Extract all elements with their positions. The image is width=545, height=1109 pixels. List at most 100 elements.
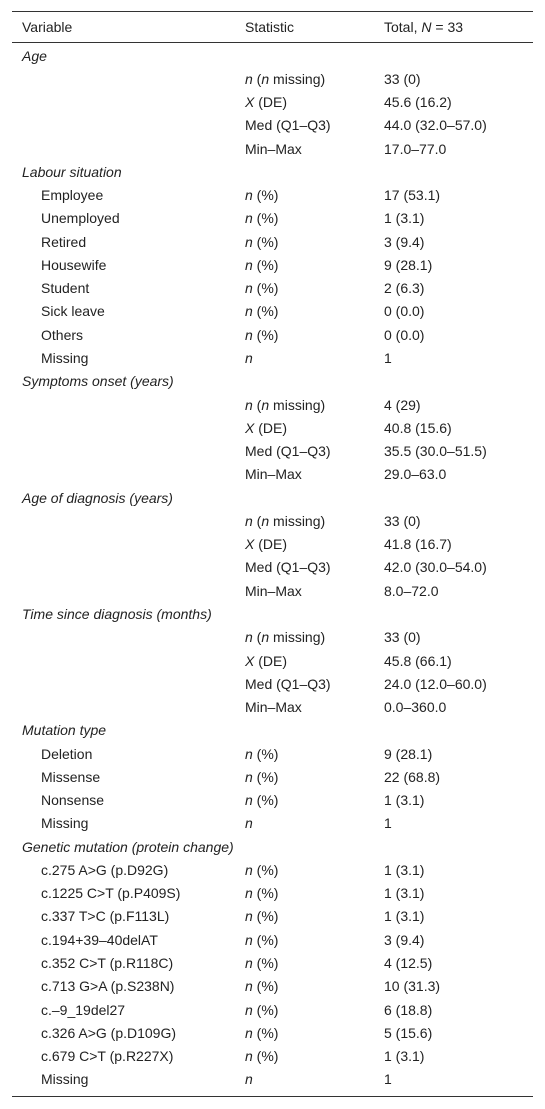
row-label: c.713 G>A (p.S238N) [41,978,175,995]
row-label: Deletion [41,745,93,762]
total: 35.5 (30.0–51.5) [384,443,487,460]
total: 1 (3.1) [384,885,425,902]
total: 1 [384,1071,392,1088]
row-label: c.352 C>T (p.R118C) [41,955,174,972]
row-label: c.275 A>G (p.D92G) [41,861,169,878]
statistic: n (%) [245,792,279,809]
total: 42.0 (30.0–54.0) [384,559,487,576]
statistic: n [245,815,253,832]
statistic: n (%) [245,768,279,785]
statistic: X (DE) [245,536,288,553]
statistic: n (%) [245,908,279,925]
statistic: n (%) [245,1024,279,1041]
top-rule [12,11,533,12]
section-title: Age of diagnosis (years) [22,489,173,506]
statistic: Med (Q1–Q3) [245,559,331,576]
statistic: n (%) [245,931,279,948]
total: 4 (29) [384,396,421,413]
section-title: Labour situation [22,163,122,180]
header-cell: Statistic [245,19,295,35]
statistic: n (%) [245,1048,279,1065]
statistic: n [245,1071,253,1088]
row-label: Others [41,326,84,343]
total: 4 (12.5) [384,955,433,972]
row-label: c.194+39–40delAT [41,931,158,948]
total: 41.8 (16.7) [384,536,452,553]
statistic: n (%) [245,233,279,250]
row-label: Unemployed [41,210,120,227]
total: 9 (28.1) [384,745,433,762]
total: 45.8 (66.1) [384,652,452,669]
total: 0.0–360.0 [384,699,447,716]
statistic: n (%) [245,303,279,320]
total: 0 (0.0) [384,326,425,343]
total: 22 (68.8) [384,768,441,785]
statistic: n (n missing) [245,629,326,646]
total: 17 (53.1) [384,187,441,204]
statistic: n (%) [245,978,279,995]
total: 5 (15.6) [384,1024,433,1041]
statistic: n (%) [245,955,279,972]
statistic: Min–Max [245,140,302,157]
section-title: Mutation type [22,722,107,739]
statistic: Min–Max [245,582,302,599]
statistic: n (%) [245,885,279,902]
row-label: Missing [41,1071,89,1088]
total: 1 (3.1) [384,210,425,227]
header-rule [12,42,533,43]
section-title: Genetic mutation (protein change) [22,838,234,855]
total: 44.0 (32.0–57.0) [384,117,487,134]
total: 45.6 (16.2) [384,94,452,111]
total: 6 (18.8) [384,1001,433,1018]
row-label: c.1225 C>T (p.P409S) [41,885,181,902]
bottom-rule [12,1096,533,1097]
statistic: Med (Q1–Q3) [245,675,331,692]
section-title: Symptoms onset (years) [22,373,174,390]
row-label: Nonsense [41,792,105,809]
statistic: n (%) [245,1001,279,1018]
statistic: n (%) [245,280,279,297]
total: 3 (9.4) [384,931,425,948]
total: 17.0–77.0 [384,140,447,157]
section-title: Age [22,47,47,64]
total: 10 (31.3) [384,978,441,995]
total: 33 (0) [384,629,421,646]
row-label: Student [41,280,90,297]
row-label: c.679 C>T (p.R227X) [41,1048,174,1065]
total: 1 (3.1) [384,861,425,878]
row-label: c.326 A>G (p.D109G) [41,1024,177,1041]
row-label: Missing [41,350,89,366]
statistic: X (DE) [245,419,288,436]
row-label: Missense [41,768,101,785]
statistic: n (%) [245,187,279,204]
total: 33 (0) [384,512,421,529]
section-title: Time since diagnosis (months) [22,605,212,622]
row-label: Retired [41,233,87,250]
statistic: Min–Max [245,699,302,716]
total: 29.0–63.0 [384,466,447,483]
statistic: n (%) [245,745,279,762]
statistic: Med (Q1–Q3) [245,117,331,134]
header-cell: Total, N = 33 [384,19,464,35]
total: 2 (6.3) [384,280,425,297]
total: 9 (28.1) [384,256,433,273]
header-cell: Variable [22,19,73,35]
statistic: n (%) [245,326,279,343]
row-label: c.–9_19del27 [41,1001,126,1018]
row-label: c.337 T>C (p.F113L) [41,908,170,925]
total: 1 [384,815,392,832]
statistic: n (n missing) [245,512,326,529]
total: 1 (3.1) [384,1048,425,1065]
row-label: Sick leave [41,303,105,320]
statistic: X (DE) [245,652,288,669]
total: 24.0 (12.0–60.0) [384,675,487,692]
statistic: n (%) [245,861,279,878]
statistic: n (n missing) [245,396,326,413]
total: 33 (0) [384,70,421,87]
statistic: Min–Max [245,466,302,483]
row-label: Housewife [41,256,107,273]
statistic: Med (Q1–Q3) [245,443,331,460]
statistic: n (n missing) [245,70,326,87]
total: 1 (3.1) [384,792,425,809]
